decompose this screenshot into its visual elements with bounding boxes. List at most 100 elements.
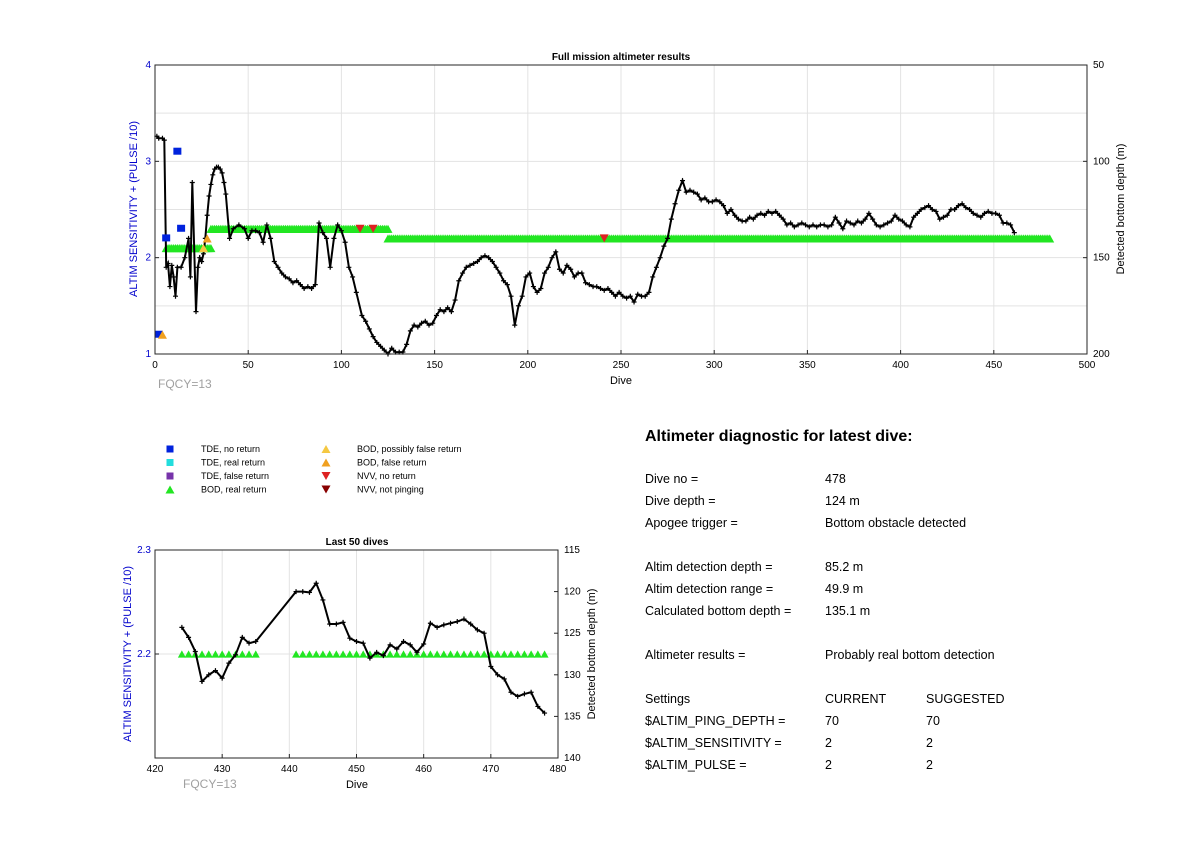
depth-point <box>441 309 447 315</box>
depth-point <box>471 260 477 266</box>
x-tick-label: 300 <box>706 360 723 371</box>
y2-tick-label: 120 <box>564 587 581 598</box>
y-axis-label: ALTIM SENSITIVITY + (PULSE /10) <box>128 121 140 297</box>
depth-point <box>223 191 229 197</box>
depth-point <box>199 678 205 684</box>
depth-point <box>246 640 252 646</box>
depth-point <box>461 616 467 622</box>
event-marker <box>202 234 212 243</box>
depth-point <box>545 264 551 270</box>
depth-point <box>200 251 206 257</box>
depth-point <box>366 326 372 332</box>
depth-point <box>542 270 548 276</box>
depth-point <box>776 212 782 218</box>
depth-point <box>297 282 303 288</box>
depth-point <box>293 589 299 595</box>
depth-point <box>970 210 976 216</box>
bod-real-return-marker <box>339 650 348 658</box>
depth-point <box>363 318 369 324</box>
bod-real-return-marker <box>345 650 354 658</box>
depth-point <box>896 216 902 222</box>
depth-point <box>323 235 329 241</box>
depth-point <box>784 222 790 228</box>
setting-suggested: 2 <box>926 736 933 750</box>
depth-point <box>290 280 296 286</box>
setting-suggested: 70 <box>926 714 940 728</box>
depth-point <box>320 597 326 603</box>
tde-no-return-marker <box>162 234 171 242</box>
depth-point <box>474 627 480 633</box>
depth-point <box>219 675 225 681</box>
depth-point <box>836 220 842 226</box>
event-markers <box>154 147 609 339</box>
plot-frame <box>154 549 559 759</box>
depth-point <box>840 226 846 232</box>
depth-point <box>847 220 853 226</box>
setting-name: $ALTIM_PULSE = <box>645 758 747 772</box>
depth-point <box>691 189 697 195</box>
depth-point <box>426 322 432 328</box>
depth-point <box>430 320 436 326</box>
depth-point <box>253 228 259 234</box>
depth-point <box>523 274 529 280</box>
depth-point <box>441 622 447 628</box>
depth-point <box>515 303 521 309</box>
depth-point <box>239 634 245 640</box>
bottom-depth-series <box>154 134 1017 357</box>
bod-real-return-marker <box>204 650 213 658</box>
bod-real-return-marker <box>480 650 489 658</box>
x-tick-label: 250 <box>613 360 630 371</box>
depth-point <box>178 264 184 270</box>
x-tick-label: 200 <box>519 360 536 371</box>
depth-point <box>571 274 577 280</box>
depth-point <box>959 201 965 207</box>
bod-real-return-marker <box>198 650 207 658</box>
event-marker <box>368 224 378 233</box>
bottom-depth-series <box>179 580 548 716</box>
bod-real-return-marker <box>439 650 448 658</box>
depth-point <box>680 178 686 184</box>
depth-point <box>996 212 1002 218</box>
bod-real-return-marker <box>527 650 536 658</box>
bod-real-return-marker <box>433 650 442 658</box>
depth-point <box>342 239 348 245</box>
depth-point <box>478 255 484 261</box>
depth-point <box>668 216 674 222</box>
altimeter-diagnostic-panel: Altimeter diagnostic for latest dive: Di… <box>645 428 1165 780</box>
depth-point <box>300 589 306 595</box>
depth-point <box>866 210 872 216</box>
depth-point <box>193 309 199 315</box>
depth-point <box>245 235 251 241</box>
depth-point <box>612 293 618 299</box>
fqcy-annotation: FQCY=13 <box>183 777 237 791</box>
depth-point <box>219 170 225 176</box>
y2-tick-label: 50 <box>1093 60 1105 71</box>
bod-real-return-marker <box>184 650 193 658</box>
depth-point <box>694 191 700 197</box>
current-header: CURRENT <box>825 692 887 706</box>
x-tick-label: 480 <box>550 764 567 775</box>
bod-real-return-marker <box>540 650 549 658</box>
depth-point <box>486 255 492 261</box>
depth-point <box>594 284 600 290</box>
depth-point <box>747 214 753 220</box>
depth-point <box>482 253 488 259</box>
depth-point <box>844 218 850 224</box>
depth-point <box>616 289 622 295</box>
depth-point <box>221 180 227 186</box>
setting-name: $ALTIM_SENSITIVITY = <box>645 736 782 750</box>
depth-point <box>452 297 458 303</box>
detection-depth-value: 85.2 m <box>825 560 864 574</box>
depth-point <box>922 205 928 211</box>
depth-point <box>914 210 920 216</box>
depth-point <box>309 285 315 291</box>
depth-point <box>422 318 428 324</box>
depth-point <box>353 289 359 295</box>
depth-point <box>918 207 924 212</box>
depth-point <box>481 630 487 636</box>
x-tick-label: 50 <box>243 360 255 371</box>
depth-point <box>230 226 236 232</box>
depth-point <box>504 282 510 288</box>
depth-point <box>858 220 864 226</box>
depth-point <box>346 264 352 270</box>
